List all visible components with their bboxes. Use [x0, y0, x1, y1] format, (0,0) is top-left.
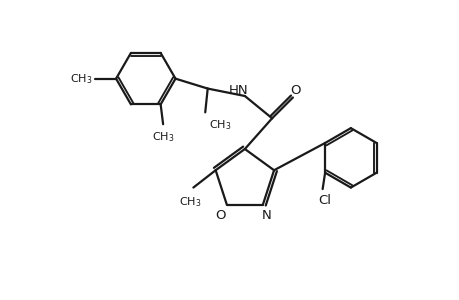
Text: CH$_3$: CH$_3$ — [151, 130, 174, 144]
Text: O: O — [215, 209, 226, 222]
Text: Cl: Cl — [318, 194, 331, 207]
Text: N: N — [262, 209, 271, 222]
Text: CH$_3$: CH$_3$ — [179, 196, 201, 209]
Text: HN: HN — [229, 84, 248, 97]
Text: CH$_3$: CH$_3$ — [209, 118, 231, 132]
Text: O: O — [290, 84, 301, 97]
Text: CH$_3$: CH$_3$ — [70, 72, 92, 86]
